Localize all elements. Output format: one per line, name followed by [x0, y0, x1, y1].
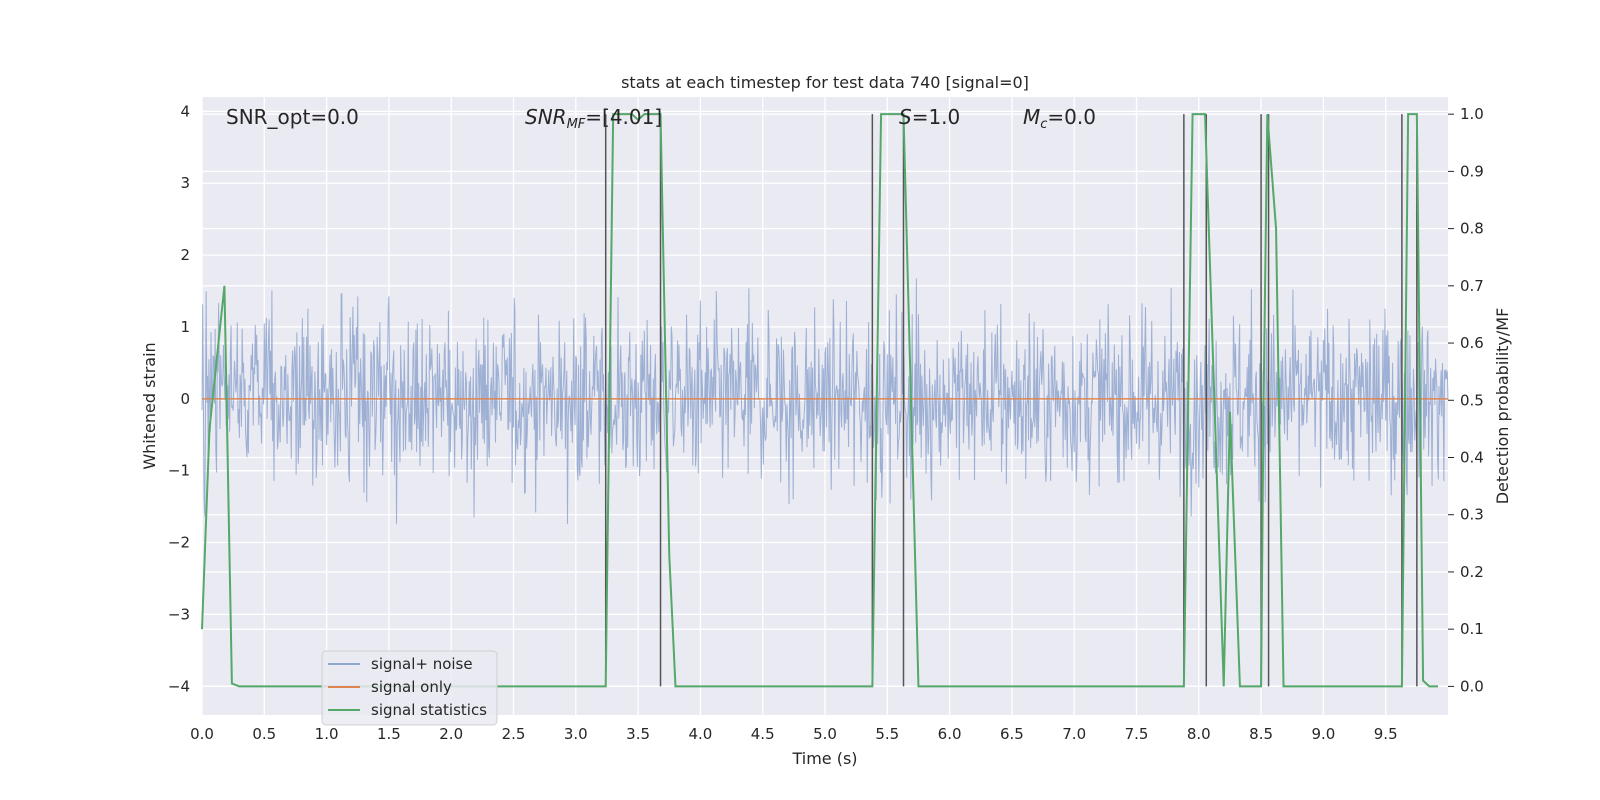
- x-tick-label: 5.0: [813, 725, 837, 743]
- x-tick-label: 5.5: [875, 725, 899, 743]
- y-left-tick-label: 4: [180, 102, 190, 120]
- y-right-tick-label: 0.1: [1460, 620, 1484, 638]
- legend-label-signal-only: signal only: [371, 678, 452, 696]
- annotation-snr-opt: SNR_opt=0.0: [226, 105, 359, 129]
- y-right-tick-label: 1.0: [1460, 105, 1484, 123]
- noise-trace: [201, 278, 1449, 525]
- legend: signal+ noise signal only signal statist…: [321, 650, 498, 726]
- y-right-tick-label: 0.2: [1460, 563, 1484, 581]
- y-right-tick-label: 0.0: [1460, 677, 1484, 695]
- x-tick-label: 3.5: [626, 725, 650, 743]
- y-left-tick-label: 1: [180, 318, 190, 336]
- y-right-tick-label: 0.3: [1460, 506, 1484, 524]
- y-left-tick-label: −4: [168, 677, 190, 695]
- x-tick-label: 2.5: [502, 725, 526, 743]
- y-axis-right-ticks: 0.0 0.1 0.2 0.3 0.4 0.5 0.6 0.7 0.8 0.9 1.0: [1448, 105, 1484, 695]
- annotation-mc: Mc=0.0: [1023, 105, 1096, 132]
- chart-title: stats at each timestep for test data 740…: [621, 73, 1029, 92]
- legend-label-noise: signal+ noise: [371, 655, 473, 673]
- y-right-tick-label: 0.9: [1460, 162, 1484, 180]
- y-axis-left-label: Whitened strain: [140, 342, 159, 469]
- x-tick-label: 0.5: [252, 725, 276, 743]
- vertical-marker-lines: [604, 114, 1418, 687]
- legend-label-statistics: signal statistics: [371, 701, 487, 719]
- y-right-tick-label: 0.8: [1460, 220, 1484, 238]
- y-right-tick-label: 0.4: [1460, 449, 1484, 467]
- y-left-tick-label: 3: [180, 174, 190, 192]
- y-right-tick-label: 0.5: [1460, 391, 1484, 409]
- x-tick-label: 1.5: [377, 725, 401, 743]
- x-tick-label: 7.5: [1125, 725, 1149, 743]
- x-tick-label: 8.5: [1249, 725, 1273, 743]
- x-tick-label: 9.0: [1311, 725, 1335, 743]
- y-left-tick-label: −3: [168, 605, 190, 623]
- y-right-tick-label: 0.6: [1460, 334, 1484, 352]
- x-tick-label: 9.5: [1374, 725, 1398, 743]
- x-axis-label: Time (s): [791, 749, 857, 768]
- series-signal-noise: [201, 278, 1449, 525]
- y-left-tick-label: 2: [180, 246, 190, 264]
- y-left-tick-label: −2: [168, 534, 190, 552]
- statistics-line: [201, 113, 1439, 688]
- x-axis-ticks: 0.0 0.5 1.0 1.5 2.0 2.5 3.0 3.5 4.0 4.5 5.0 5.5 6.0 6…: [190, 725, 1398, 743]
- x-tick-label: 8.0: [1187, 725, 1211, 743]
- x-tick-label: 7.0: [1062, 725, 1086, 743]
- x-tick-label: 1.0: [315, 725, 339, 743]
- x-tick-label: 0.0: [190, 725, 214, 743]
- y-right-tick-label: 0.7: [1460, 277, 1484, 295]
- annotation-s: S=1.0: [899, 105, 960, 129]
- y-axis-right-label: Detection probability/MF: [1493, 308, 1512, 505]
- x-tick-label: 4.5: [751, 725, 775, 743]
- y-left-tick-label: 0: [180, 390, 190, 408]
- series-signal-statistics: [201, 113, 1439, 688]
- y-axis-left-ticks: −4 −3 −2 −1 0 1 2 3 4: [168, 102, 190, 695]
- x-tick-label: 6.5: [1000, 725, 1024, 743]
- annotation-snr-mf: SNRMF=[4.01]: [525, 105, 662, 132]
- x-tick-label: 2.0: [439, 725, 463, 743]
- x-tick-label: 4.0: [688, 725, 712, 743]
- legend-box: [321, 650, 498, 726]
- x-tick-label: 3.0: [564, 725, 588, 743]
- x-tick-label: 6.0: [938, 725, 962, 743]
- y-left-tick-label: −1: [168, 462, 190, 480]
